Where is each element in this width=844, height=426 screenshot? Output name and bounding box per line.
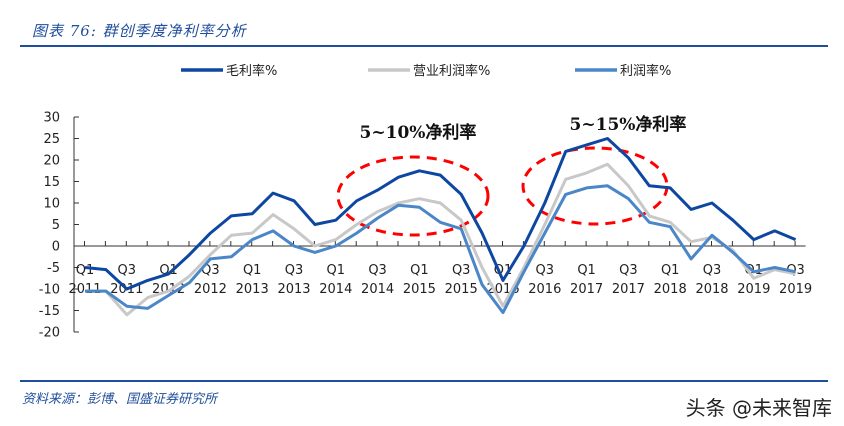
figure-title: 图表 76: 群创季度净利率分析: [32, 22, 247, 40]
x-tick-label-quarter: Q1: [577, 263, 596, 278]
x-tick-label-year: 2014: [319, 282, 352, 297]
x-tick-label-quarter: Q1: [243, 263, 262, 278]
x-tick-label-year: 2015: [403, 282, 436, 297]
highlight-ellipse: [336, 155, 490, 237]
y-tick-label: -5: [47, 261, 60, 276]
x-tick-label-year: 2018: [654, 282, 687, 297]
legend-label: 营业利润率%: [413, 63, 490, 79]
x-tick-label-quarter: Q1: [410, 263, 429, 278]
highlight-ellipse: [521, 146, 669, 226]
legend-label: 毛利率%: [226, 63, 277, 79]
x-tick-label-quarter: Q3: [285, 263, 304, 278]
x-tick-label-year: 2017: [570, 282, 603, 297]
x-tick-label-quarter: Q3: [452, 263, 471, 278]
annotation-label: 5~15%净利率: [570, 114, 687, 135]
x-tick-label-year: 2014: [361, 282, 394, 297]
y-tick-label: 15: [43, 175, 60, 190]
x-tick-label-quarter: Q3: [368, 263, 387, 278]
x-tick-label-quarter: Q1: [327, 263, 346, 278]
x-tick-label-year: 2019: [779, 282, 812, 297]
top-rule: [20, 45, 828, 47]
x-tick-label-year: 2013: [277, 282, 310, 297]
y-tick-label: 5: [52, 218, 60, 233]
x-tick-label-year: 2015: [445, 282, 478, 297]
chart-annotations: 5~10%净利率 5~15%净利率: [336, 114, 687, 237]
x-tick-label-year: 2019: [737, 282, 770, 297]
y-tick-label: 30: [43, 111, 60, 126]
legend-label: 利润率%: [620, 63, 671, 79]
x-tick-label-quarter: Q3: [703, 263, 722, 278]
x-tick-label-quarter: Q1: [76, 263, 95, 278]
series-line-2: [85, 184, 796, 315]
x-tick-label-year: 2013: [236, 282, 269, 297]
series-line-0: [84, 137, 797, 291]
x-tick-label-year: 2011: [68, 282, 101, 297]
y-tick-label: 25: [43, 132, 60, 147]
y-tick-label: -20: [39, 326, 60, 341]
x-tick-label-quarter: Q3: [536, 263, 555, 278]
chart-series: [84, 137, 797, 317]
x-tick-label-year: 2017: [612, 282, 645, 297]
y-tick-label: 0: [52, 240, 60, 255]
y-tick-label: -15: [39, 304, 60, 319]
chart-legend: 毛利率% 营业利润率% 利润率%: [181, 63, 671, 79]
watermark: 头条 @未来智库: [685, 396, 832, 420]
x-tick-label-quarter: Q1: [661, 263, 680, 278]
x-tick-label-quarter: Q3: [619, 263, 638, 278]
x-tick-label-year: 2016: [528, 282, 561, 297]
source-note: 资料来源：彭博、国盛证券研究所: [22, 392, 218, 407]
y-tick-label: 20: [43, 154, 60, 169]
y-tick-label: 10: [43, 197, 60, 212]
chart-axes: 302520151050-5-10-15-20Q12011Q32011Q1201…: [39, 111, 812, 341]
annotation-label: 5~10%净利率: [360, 122, 477, 143]
y-tick-label: -10: [39, 283, 60, 298]
series-line-1: [85, 162, 796, 317]
bottom-rule: [20, 380, 828, 382]
x-tick-label-year: 2012: [194, 282, 227, 297]
x-tick-label-quarter: Q3: [201, 263, 220, 278]
x-tick-label-quarter: Q3: [118, 263, 137, 278]
x-tick-label-year: 2018: [695, 282, 728, 297]
